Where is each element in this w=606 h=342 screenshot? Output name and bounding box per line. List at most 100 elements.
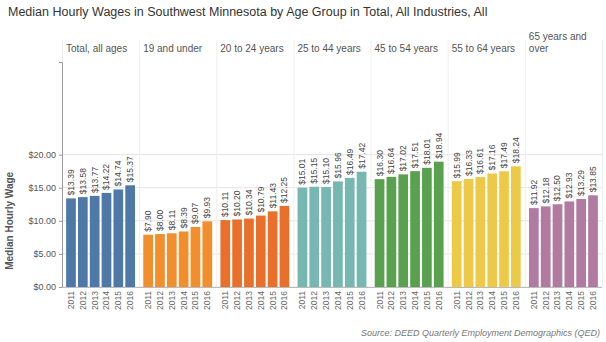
data-label: $8.11	[167, 209, 177, 230]
data-label: $11.92	[529, 179, 539, 205]
x-tick-label: 2016	[279, 291, 289, 310]
x-tick: 2011	[220, 291, 230, 310]
bar	[333, 181, 343, 287]
data-label: $12.93	[564, 172, 574, 198]
x-tick: 2015	[576, 291, 586, 310]
x-tick-label: 2015	[190, 291, 200, 310]
x-tick: 2014	[333, 291, 343, 310]
panel-header-line: 65 years and	[529, 31, 587, 42]
y-tick-mark	[59, 287, 62, 288]
background	[0, 0, 606, 342]
x-tick-label: 2012	[309, 291, 319, 310]
x-tick: 2014	[410, 291, 420, 310]
x-tick-label: 2012	[386, 291, 396, 310]
x-tick: 2015	[268, 291, 278, 310]
panel-headers: Total, all ages19 and under20 to 24 year…	[66, 31, 587, 54]
x-tick: 2016	[125, 291, 135, 310]
y-tick: $15.00	[28, 183, 62, 193]
x-tick: 2014	[101, 291, 111, 310]
bar	[244, 219, 254, 287]
bar	[280, 206, 290, 287]
data-label: $17.51	[410, 142, 420, 168]
bar	[564, 201, 574, 287]
panel-separator	[371, 40, 372, 287]
data-label: $12.18	[541, 177, 551, 203]
x-tick-label: 2015	[576, 291, 586, 310]
x-tick: 2013	[475, 291, 485, 310]
data-label: $15.37	[125, 156, 135, 182]
y-tick: $10.00	[28, 216, 62, 226]
x-tick: 2016	[511, 291, 521, 310]
x-tick: 2013	[244, 291, 254, 310]
x-axis: 201120122013201420152016	[452, 291, 521, 310]
data-label: $16.30	[375, 150, 385, 176]
x-tick-label: 2015	[268, 291, 278, 310]
x-tick-label: 2011	[297, 291, 307, 310]
data-label: $10.79	[256, 186, 266, 212]
panel-separator	[216, 40, 217, 287]
data-label: $16.49	[345, 149, 355, 175]
y-axis-title: Median Hourly Wage	[4, 171, 15, 269]
x-tick-label: 2016	[125, 291, 135, 310]
bar	[321, 187, 331, 287]
bar	[511, 166, 521, 287]
x-tick-label: 2016	[202, 291, 212, 310]
panel-header: 55 to 64 years	[452, 43, 515, 54]
panel-separator	[293, 40, 294, 287]
y-axis-line	[59, 63, 63, 288]
x-tick: 2015	[499, 291, 509, 310]
bar	[90, 196, 100, 287]
y-tick-label: $15.00	[28, 183, 56, 193]
data-label: $8.39	[179, 207, 189, 229]
y-tick-label: $10.00	[28, 216, 56, 226]
bar	[375, 179, 385, 287]
panel-separators	[63, 40, 603, 287]
bar	[232, 220, 242, 288]
x-tick-label: 2014	[179, 291, 189, 310]
bar	[345, 178, 355, 287]
bar	[452, 181, 462, 287]
x-tick: 2011	[143, 291, 153, 310]
y-tick: $20.00	[28, 150, 62, 160]
bar	[298, 188, 308, 287]
x-axis: 201120122013201420152016	[297, 291, 366, 310]
data-label: $17.49	[499, 142, 509, 168]
x-tick: 2015	[345, 291, 355, 310]
panel-header: 65 years andover	[529, 31, 587, 54]
x-tick-label: 2014	[333, 291, 343, 310]
x-tick-label: 2015	[113, 291, 123, 310]
y-axis: $0.00$5.00$10.00$15.00$20.00	[28, 63, 62, 293]
y-tick-label: $20.00	[28, 150, 56, 160]
data-label: $13.77	[90, 167, 100, 193]
x-tick-label: 2012	[155, 291, 165, 310]
x-tick: 2013	[552, 291, 562, 310]
data-label: $8.00	[155, 210, 165, 232]
data-label: $14.22	[101, 164, 111, 190]
x-tick: 2012	[309, 291, 319, 310]
x-tick: 2013	[167, 291, 177, 310]
data-label: $15.15	[309, 157, 319, 183]
x-tick-label: 2013	[90, 291, 100, 310]
data-label: $11.43	[268, 183, 278, 209]
x-axis: 201120122013201420152016	[220, 291, 289, 310]
data-label: $10.11	[220, 191, 230, 217]
bar	[387, 177, 397, 287]
panel-header: 45 to 54 years	[375, 43, 438, 54]
x-axis: 201120122013201420152016	[529, 291, 598, 310]
x-tick: 2016	[202, 291, 212, 310]
x-axis: 201120122013201420152016	[375, 291, 444, 310]
bar	[529, 208, 539, 287]
x-tick: 2014	[256, 291, 266, 310]
x-tick-label: 2015	[345, 291, 355, 310]
data-label: $15.99	[452, 152, 462, 178]
source: Source: DEED Quarterly Employment Demogr…	[361, 328, 600, 338]
x-tick-label: 2015	[422, 291, 432, 310]
x-tick: 2015	[113, 291, 123, 310]
bar	[191, 227, 201, 287]
x-tick: 2015	[190, 291, 200, 310]
bar	[434, 162, 444, 287]
x-tick-label: 2014	[487, 291, 497, 310]
x-tick: 2012	[464, 291, 474, 310]
y-tick-label: $0.00	[33, 282, 56, 292]
bar	[464, 179, 474, 287]
